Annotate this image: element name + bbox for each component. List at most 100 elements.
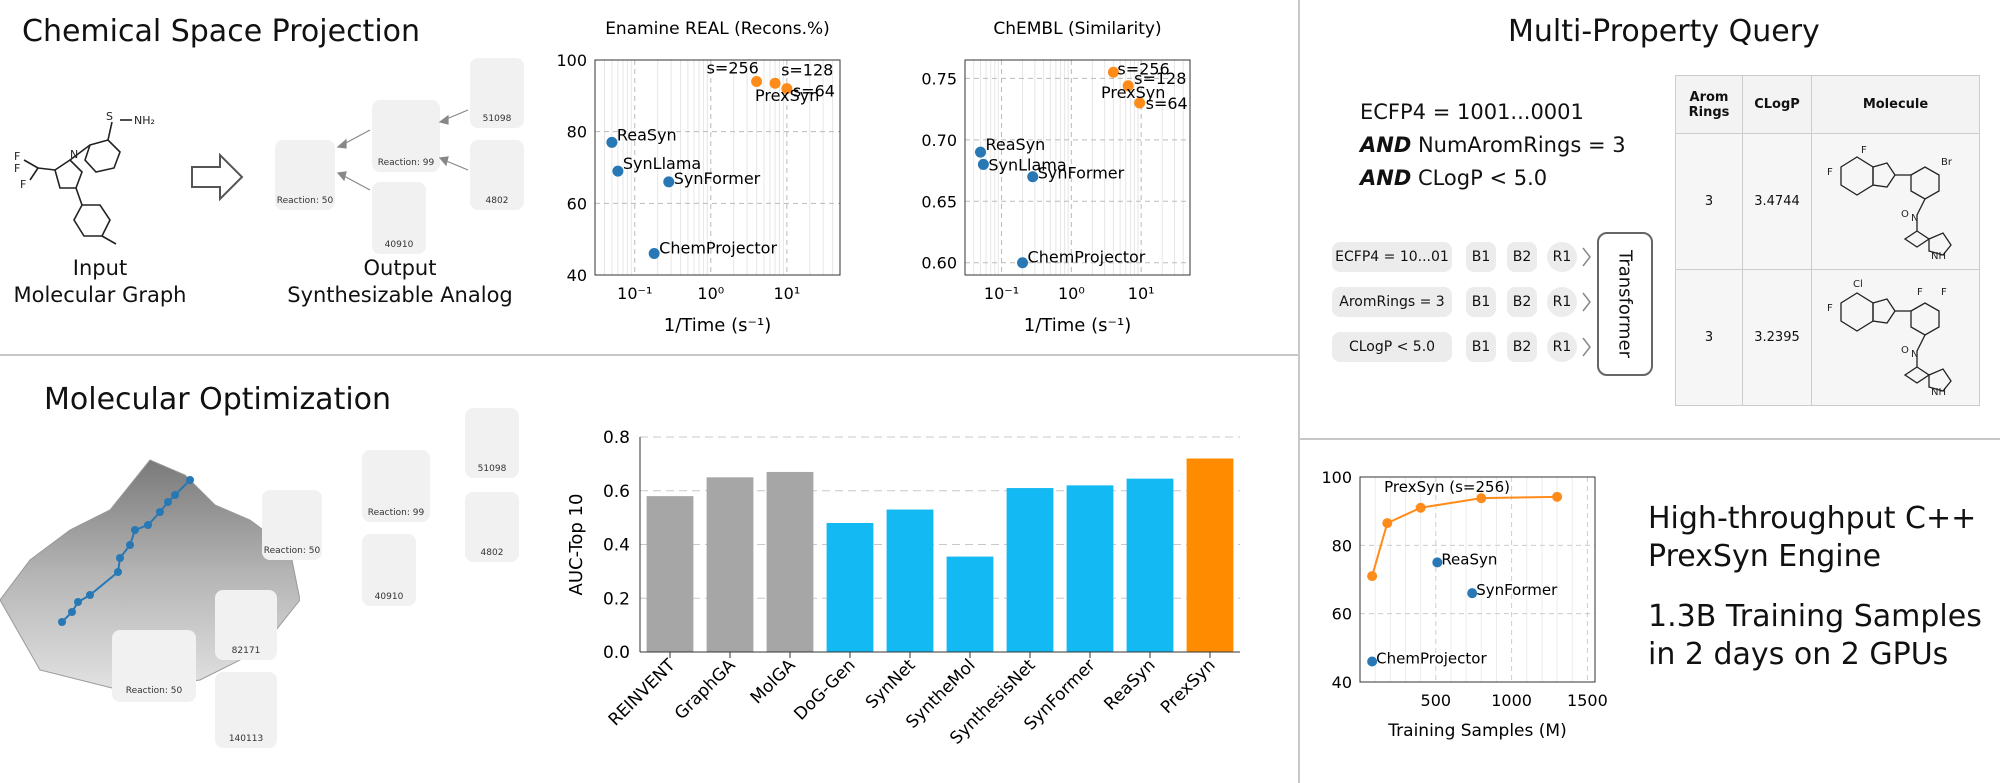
- bar: [946, 556, 994, 652]
- reaction-box-sub: Reaction: 99: [372, 100, 440, 172]
- x-tick-label: 10⁰: [1058, 284, 1085, 303]
- block-token-r1: R1: [1547, 332, 1577, 362]
- data-point: [1027, 171, 1039, 183]
- input-caption: Input Molecular Graph: [0, 255, 200, 309]
- bar: [886, 509, 934, 652]
- block-token-r1: R1: [1547, 242, 1577, 272]
- building-block-id: 82171: [231, 646, 261, 656]
- x-tick-label: 10⁰: [697, 284, 724, 303]
- svg-text:F: F: [1941, 287, 1947, 298]
- block-token-r1: R1: [1547, 287, 1577, 317]
- y-tick-label: 0.4: [603, 536, 630, 556]
- mol-opt-title: Molecular Optimization: [44, 382, 392, 417]
- y-tick-label: 0.75: [921, 69, 957, 88]
- query-line-clogp: AND CLogP < 5.0: [1360, 166, 1547, 190]
- svg-text:F: F: [1827, 303, 1833, 314]
- y-tick-label: 80: [567, 123, 587, 142]
- x-tick-label: 10¹: [1128, 284, 1155, 303]
- reaction-tree-arrows: [336, 109, 469, 191]
- query-text: NumAromRings = 3: [1411, 133, 1626, 157]
- svg-text:Br: Br: [1941, 157, 1953, 168]
- building-block-box: 140113: [215, 672, 277, 748]
- x-axis-label: 1/Time (s⁻¹): [664, 315, 771, 336]
- x-tick-label: PrexSyn: [1157, 655, 1220, 718]
- y-tick-label: 60: [1332, 605, 1352, 624]
- block-token-b2: B2: [1507, 287, 1537, 317]
- data-point-label: SynLlama: [623, 154, 701, 173]
- training-description: 1.3B Training Samples in 2 days on 2 GPU…: [1648, 598, 1982, 674]
- y-tick-label: 40: [567, 266, 587, 285]
- bar: [1006, 488, 1054, 652]
- x-tick-label: 10¹: [773, 284, 800, 303]
- x-axis-label: Training Samples (M): [1387, 721, 1566, 741]
- table-cell: 3: [1675, 133, 1743, 270]
- svg-text:O: O: [1901, 209, 1909, 220]
- chembl-scatter-chart: ChEMBL (Similarity) 0.60 0.65 0.70 0.75 10⁻¹ 1…: [921, 19, 1191, 336]
- block-token-b2: B2: [1507, 332, 1537, 362]
- chart-title: ChEMBL (Similarity): [993, 19, 1161, 39]
- svg-text:N: N: [1911, 213, 1918, 224]
- building-block-box: 51098: [470, 58, 524, 128]
- building-block-box: 40910: [372, 182, 426, 254]
- building-block-id: 4802: [485, 196, 509, 206]
- output-caption-line2: Synthesizable Analog: [287, 283, 513, 307]
- bar: [1066, 485, 1114, 652]
- engine-line: 1.3B Training Samples: [1648, 599, 1982, 634]
- svg-text:N: N: [1911, 349, 1918, 360]
- chem-space-title: Chemical Space Projection: [22, 14, 421, 49]
- data-point-label: ChemProjector: [1028, 248, 1146, 267]
- svg-text:F: F: [1827, 167, 1833, 178]
- reaction-box-sub: Reaction: 99: [362, 450, 430, 522]
- reaction-box-low: Reaction: 50: [112, 630, 196, 702]
- series-annotation: PrexSyn: [1101, 83, 1165, 102]
- svg-text:NH₂: NH₂: [134, 114, 155, 127]
- series-label: PrexSyn (s=256): [1384, 478, 1510, 496]
- svg-text:F: F: [1861, 145, 1867, 156]
- data-point-label: ReaSyn: [985, 135, 1045, 154]
- data-point: [1367, 656, 1378, 667]
- data-point-label: ReaSyn: [1441, 550, 1497, 568]
- svg-text:NH: NH: [1931, 251, 1946, 262]
- bar: [766, 471, 814, 652]
- svg-text:O: O: [1901, 345, 1909, 356]
- data-point: [663, 176, 675, 188]
- data-point: [1432, 557, 1443, 568]
- series-point: [1367, 571, 1378, 582]
- plot-frame: [1359, 476, 1596, 683]
- x-tick-label: 10⁻¹: [984, 284, 1019, 303]
- query-line-arom: AND NumAromRings = 3: [1360, 133, 1626, 157]
- data-point: [974, 146, 986, 158]
- divider-vertical: [1298, 0, 1300, 783]
- y-tick-label: 0.8: [603, 428, 630, 448]
- engine-line: High-throughput C++: [1648, 501, 1977, 536]
- svg-text:NH: NH: [1931, 387, 1946, 398]
- divider-left-middle: [0, 354, 1298, 356]
- x-axis-label: 1/Time (s⁻¹): [1024, 315, 1131, 336]
- arrow-right-icon: [191, 152, 244, 202]
- transformer-box: Transformer: [1597, 232, 1653, 376]
- reaction-box-main: Reaction: 50: [275, 140, 335, 210]
- building-block-id: 40910: [374, 592, 404, 602]
- building-block-id: 4802: [480, 548, 504, 558]
- query-and-keyword: AND: [1360, 166, 1412, 190]
- x-tick-label: SynNet: [862, 655, 920, 713]
- bar: [1186, 458, 1234, 652]
- input-caption-line1: Input: [72, 256, 128, 280]
- output-caption: Output Synthesizable Analog: [270, 255, 530, 309]
- data-point: [1467, 588, 1478, 599]
- series-point: [1476, 493, 1487, 504]
- building-block-box: 40910: [362, 534, 416, 606]
- transformer-label: Transformer: [1614, 249, 1636, 359]
- block-token-b1: B1: [1466, 242, 1496, 272]
- data-point: [977, 158, 989, 170]
- property-token: CLogP < 5.0: [1332, 332, 1452, 362]
- svg-text:N: N: [70, 148, 78, 161]
- svg-text:F: F: [1917, 287, 1923, 298]
- data-point-label: SynFormer: [674, 169, 761, 188]
- engine-line: in 2 days on 2 GPUs: [1648, 637, 1949, 672]
- data-point-label: s=256: [707, 59, 759, 78]
- table-cell: 3.2395: [1742, 269, 1812, 406]
- block-token-b1: B1: [1466, 332, 1496, 362]
- block-token-b1: B1: [1466, 287, 1496, 317]
